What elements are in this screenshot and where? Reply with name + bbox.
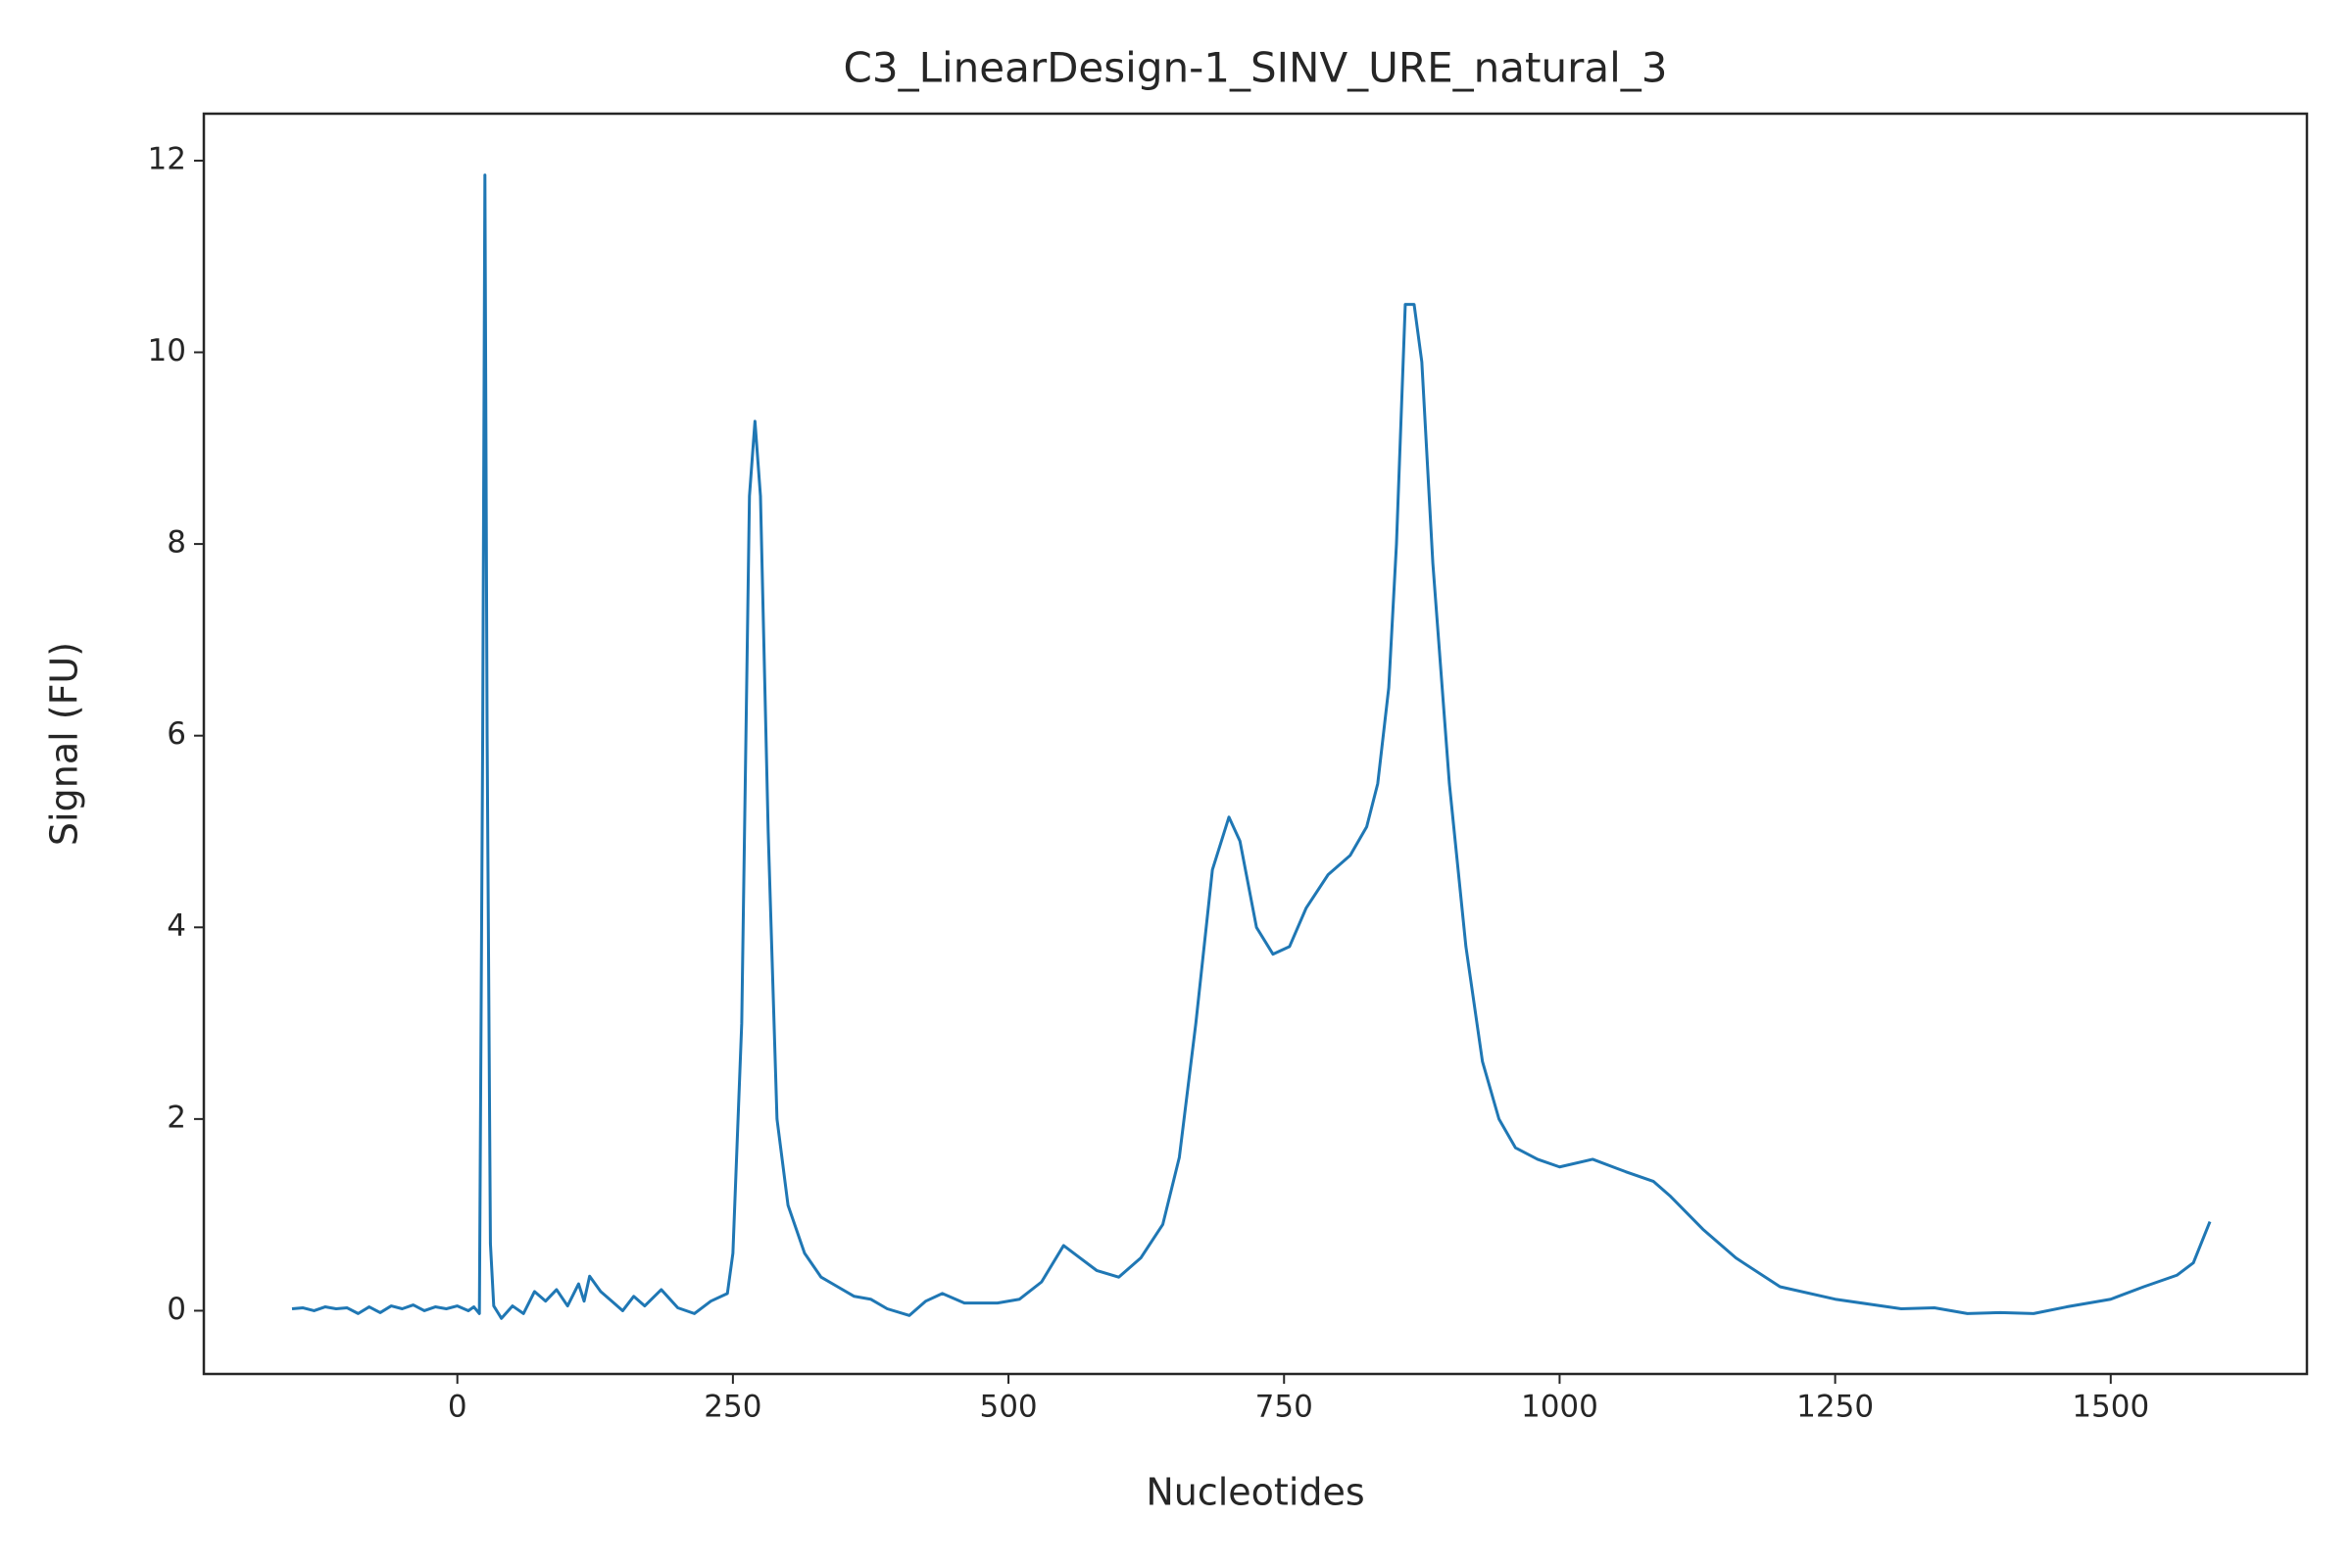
x-axis-label: Nucleotides xyxy=(1146,1471,1364,1514)
plot-frame xyxy=(202,112,2309,1376)
signal-line xyxy=(291,173,2212,1320)
y-tick-label: 0 xyxy=(167,1292,186,1327)
y-tick-label: 8 xyxy=(167,525,186,561)
x-tick-label: 500 xyxy=(979,1390,1037,1425)
y-tick-label: 6 xyxy=(167,716,186,752)
x-tick-label: 750 xyxy=(1255,1390,1313,1425)
y-tick-label: 2 xyxy=(167,1100,186,1135)
x-tick-label: 1250 xyxy=(1796,1390,1874,1425)
y-tick-label: 10 xyxy=(148,333,186,368)
x-tick-label: 1000 xyxy=(1521,1390,1598,1425)
y-tick-label: 12 xyxy=(148,141,186,176)
y-tick-label: 4 xyxy=(167,908,186,944)
y-axis-label: Signal (FU) xyxy=(43,642,86,846)
x-tick-label: 0 xyxy=(448,1390,467,1425)
x-tick-label: 250 xyxy=(704,1390,761,1425)
x-tick-label: 1500 xyxy=(2072,1390,2149,1425)
chart-title: C3_LinearDesign-1_SINV_URE_natural_3 xyxy=(844,44,1668,92)
